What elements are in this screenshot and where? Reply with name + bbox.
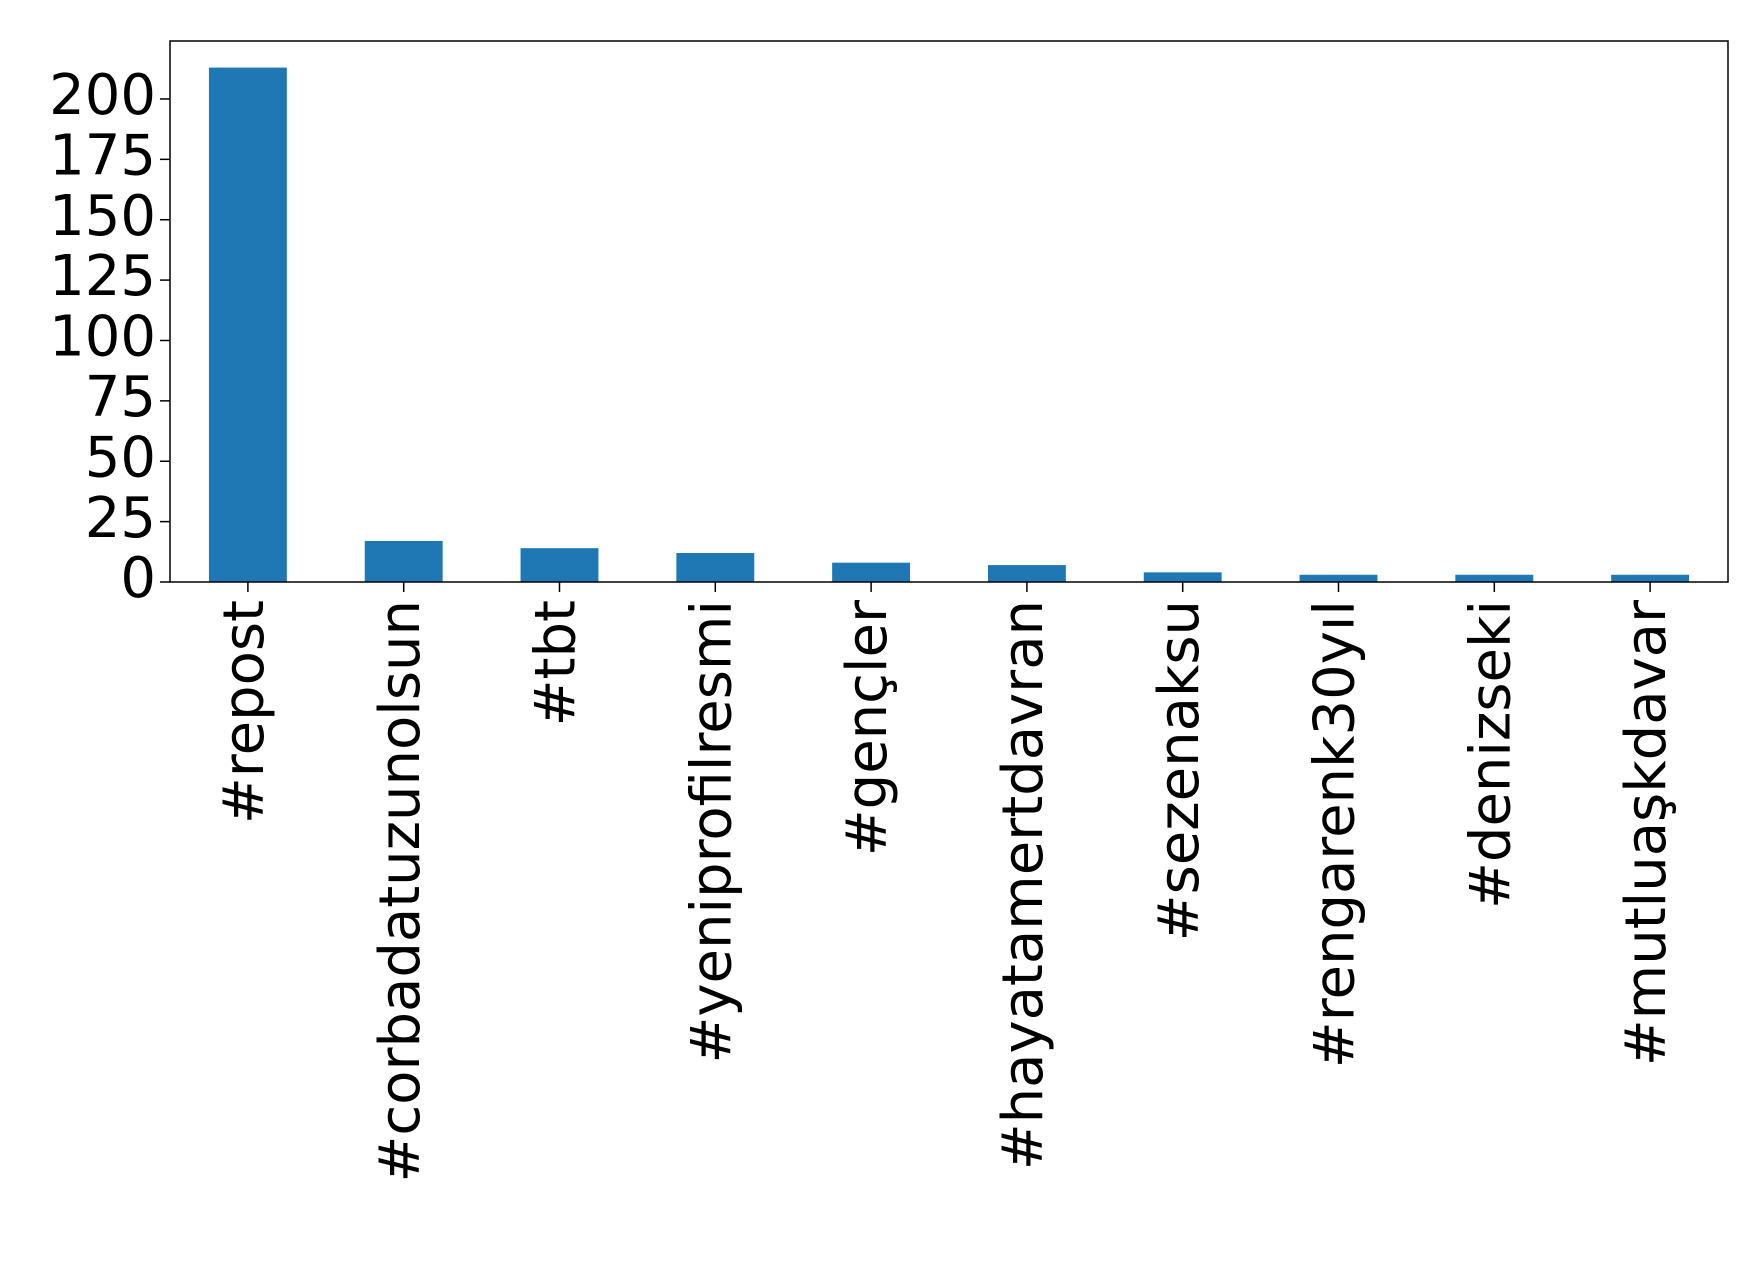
bar (1143, 572, 1222, 582)
y-tick-label: 175 (49, 123, 156, 188)
bar (1299, 574, 1378, 582)
x-tick-label: #tbt (524, 600, 589, 726)
y-tick-label: 125 (49, 244, 156, 309)
x-tick-label: #denizseki (1458, 600, 1523, 909)
plot-frame (169, 40, 1729, 583)
y-tick-label: 200 (49, 63, 156, 128)
x-tick-label: #gençler (835, 599, 900, 856)
x-tick-label: #repost (212, 600, 277, 824)
bar (1455, 574, 1534, 582)
x-tick-label: #hayatamertdavran (991, 600, 1056, 1170)
x-tick-label: #corbadatuzunolsun (368, 600, 433, 1183)
y-tick-label: 25 (85, 486, 156, 551)
bar (208, 67, 287, 583)
y-tick-label: 150 (49, 184, 156, 249)
x-tick-label: #mutluaşkdavar (1614, 599, 1679, 1066)
y-tick-label: 75 (85, 365, 156, 430)
bar (987, 565, 1066, 582)
bar (1611, 574, 1690, 582)
bar (832, 562, 911, 582)
y-tick-label: 50 (85, 425, 156, 490)
bar (364, 540, 443, 582)
bar (676, 553, 755, 582)
x-tick-label: #rengarenk30yıl (1303, 600, 1368, 1068)
y-tick-label: 100 (49, 305, 156, 370)
bar (520, 548, 599, 582)
x-tick-label: #yeniprofilresmi (679, 600, 744, 1064)
y-tick-label: 0 (120, 546, 156, 611)
x-tick-label: #sezenaksu (1147, 600, 1212, 941)
